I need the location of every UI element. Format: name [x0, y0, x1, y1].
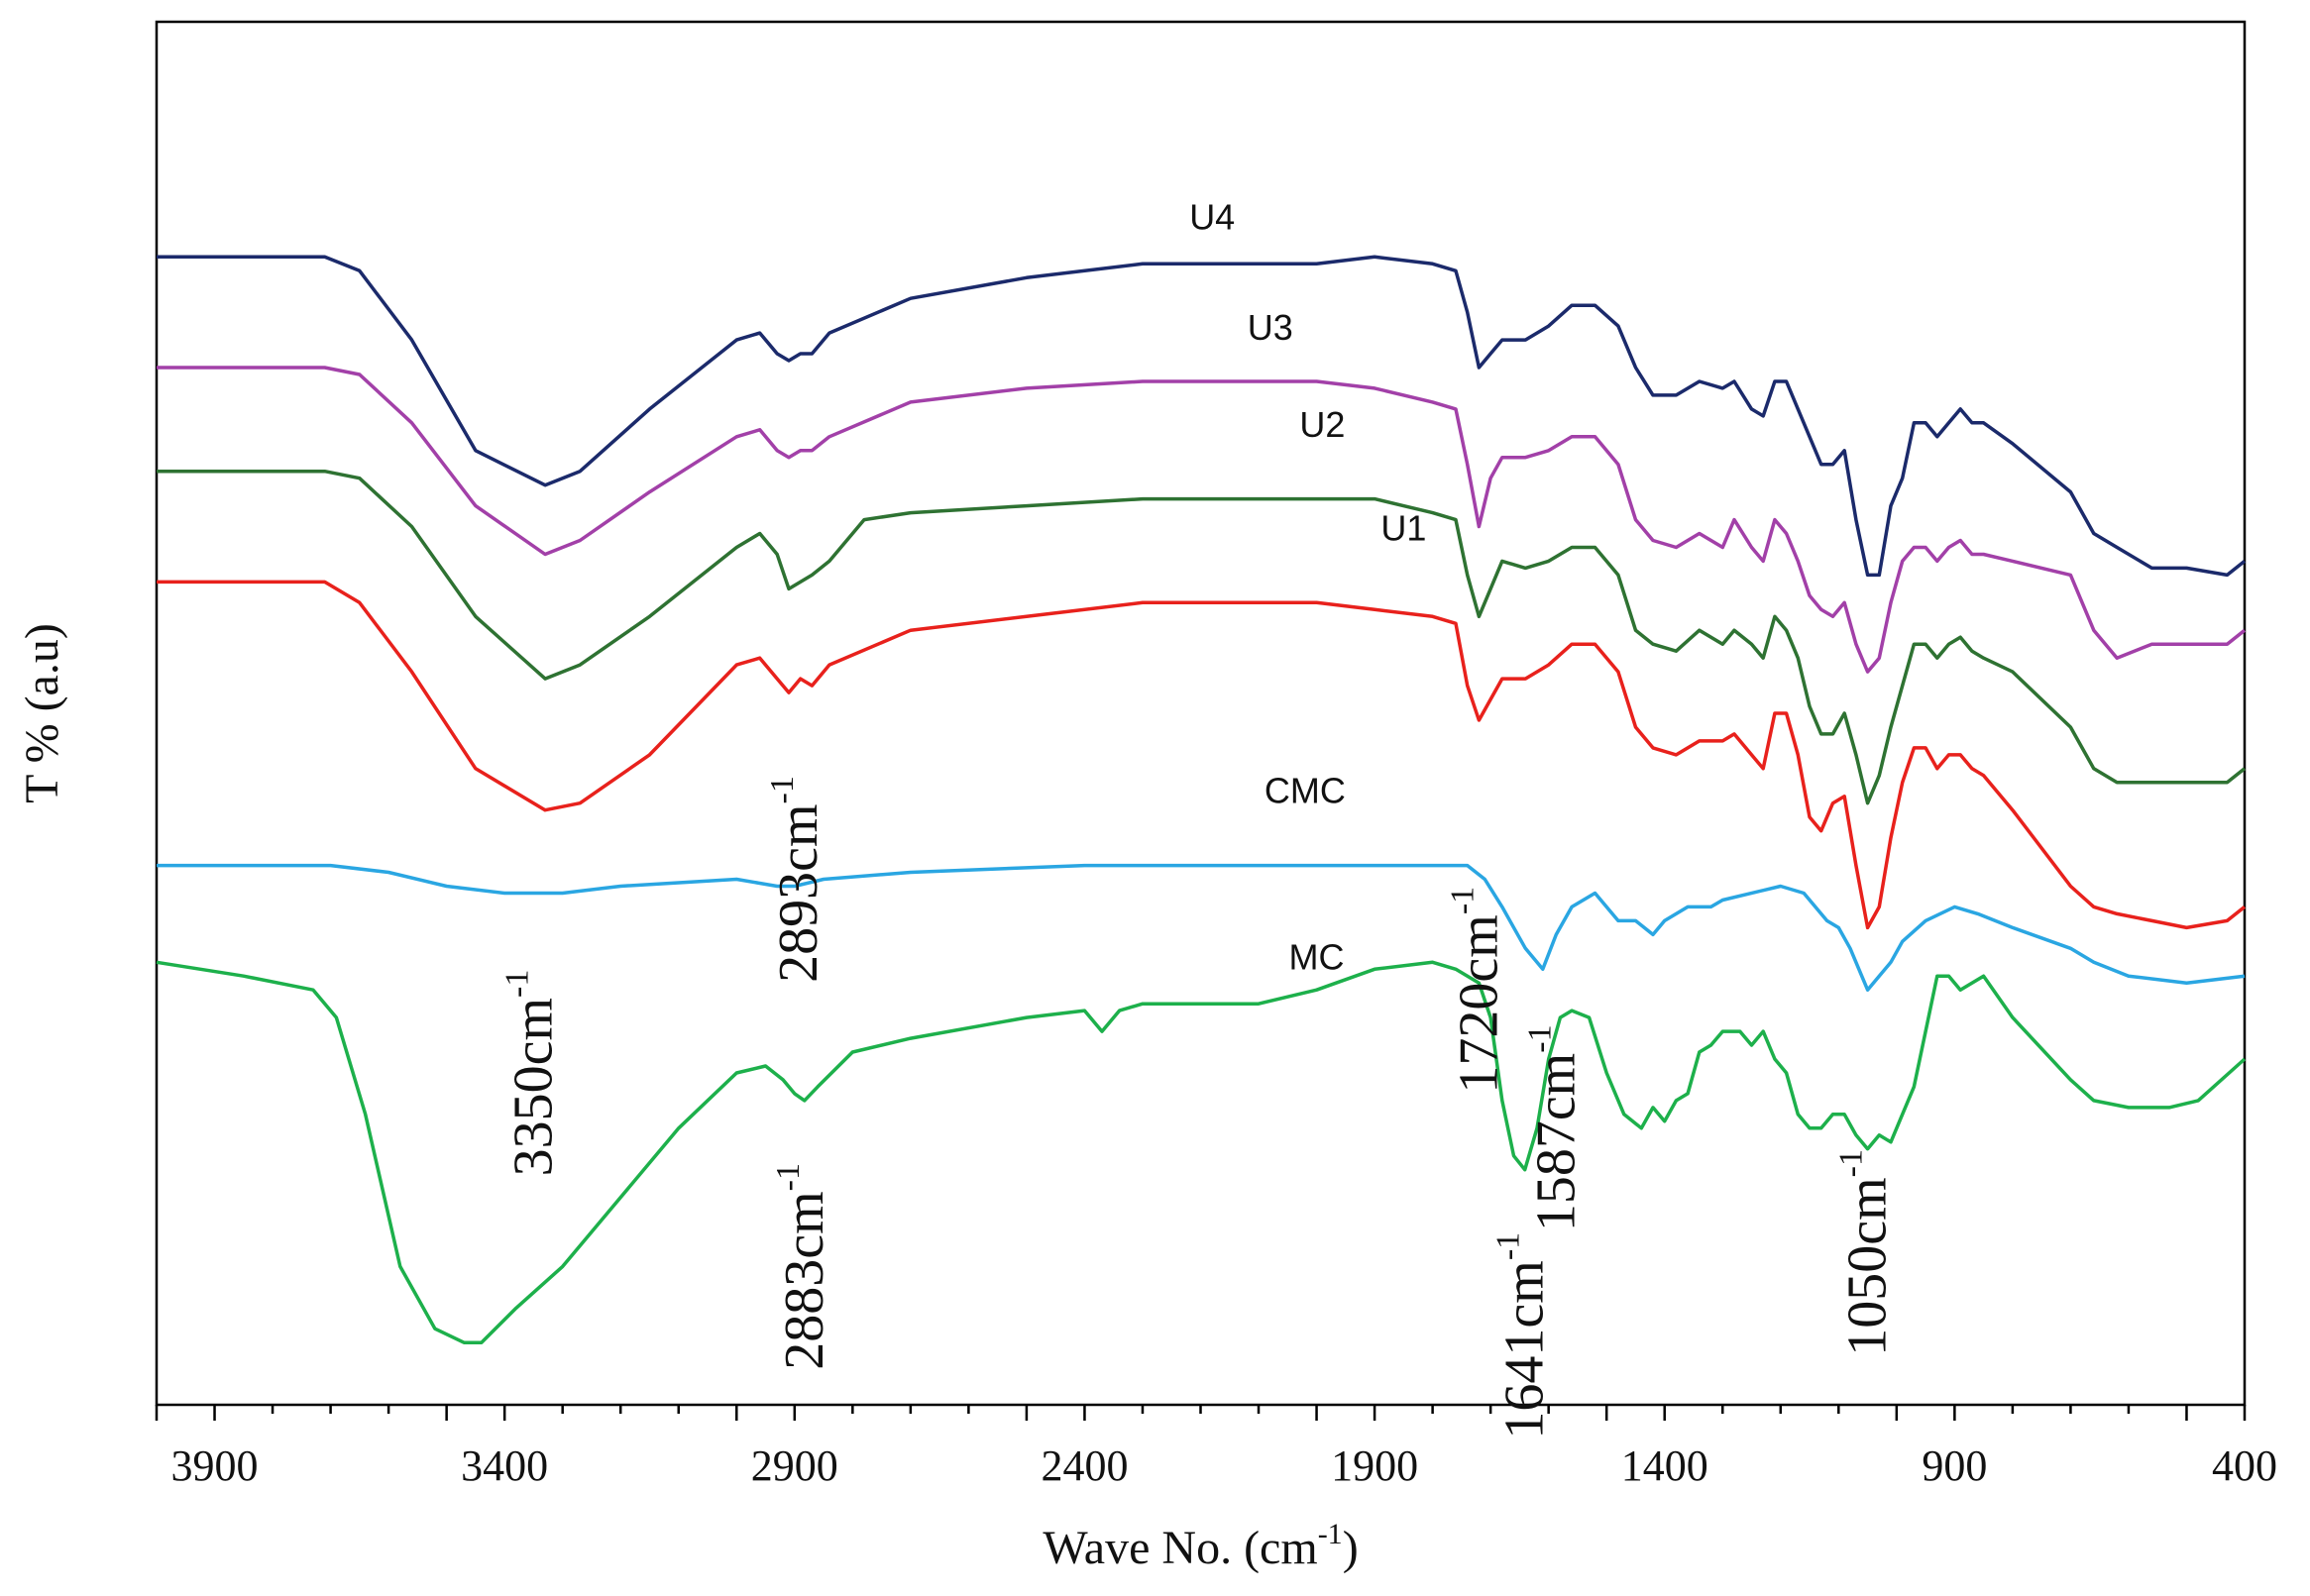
series-layer: [156, 255, 2247, 1344]
x-tick-label-3400: 3400: [461, 1441, 548, 1490]
peak-annotation-superscript: -1: [764, 776, 801, 803]
x-tick-label-900: 900: [1922, 1441, 1987, 1490]
x-axis-title-tail: ): [1343, 1522, 1359, 1574]
series-line-u3: [157, 366, 2247, 674]
peak-annotation-superscript: -1: [498, 970, 535, 998]
peak-annotation-1720: 1720cm-1: [1444, 887, 1509, 1094]
x-tick-label-3900: 3900: [171, 1441, 259, 1490]
peak-annotation-2883: 2883cm-1: [770, 1163, 835, 1370]
series-label-u1: U1: [1380, 508, 1426, 549]
peak-annotation-text: 2893cm: [768, 803, 829, 982]
x-tick-label-1400: 1400: [1621, 1441, 1708, 1490]
peak-annotation-3350: 3350cm-1: [498, 970, 564, 1177]
series-line-mc: [156, 960, 2247, 1344]
peak-annotation-text: 1641cm: [1494, 1260, 1556, 1438]
series-line-cmc: [157, 863, 2246, 992]
series-label-mc: MC: [1289, 936, 1345, 977]
x-axis-title-main: Wave No. (cm: [1043, 1522, 1317, 1574]
x-tick-label-1900: 1900: [1331, 1441, 1418, 1490]
peak-annotation-1641: 1641cm-1: [1490, 1232, 1556, 1439]
x-tick-label-400: 400: [2212, 1441, 2277, 1490]
series-label-cmc: CMC: [1265, 771, 1346, 811]
series-line-u1: [157, 580, 2247, 930]
peak-annotation-text: 3350cm: [502, 998, 564, 1176]
x-axis-title-superscript: -1: [1318, 1518, 1343, 1550]
series-label-u3: U3: [1248, 307, 1293, 348]
peak-annotation-text: 2883cm: [774, 1191, 835, 1369]
series-label-u2: U2: [1299, 404, 1345, 445]
x-axis: 3900 3400 2900 2400 1900 1400 900 400: [155, 1405, 2277, 1490]
series-line-u2: [157, 469, 2247, 805]
series-label-u4: U4: [1189, 196, 1235, 237]
x-tick-label-2900: 2900: [751, 1441, 838, 1490]
series-line-u4: [157, 255, 2247, 578]
peak-annotation-text: 1587cm: [1525, 1053, 1587, 1231]
y-axis-title: T % (a.u): [16, 623, 68, 803]
peak-annotation-2893: 2893cm-1: [764, 776, 829, 983]
peak-annotation-text: 1050cm: [1837, 1177, 1899, 1355]
peak-annotations: 3350cm-12893cm-12883cm-11720cm-11641cm-1…: [498, 776, 1898, 1438]
peak-annotation-superscript: -1: [1490, 1232, 1527, 1260]
peak-annotation-superscript: -1: [1444, 887, 1481, 914]
peak-annotation-text: 1720cm: [1448, 914, 1509, 1093]
peak-annotation-1050: 1050cm-1: [1833, 1149, 1899, 1356]
x-tick-label-2400: 2400: [1041, 1441, 1128, 1490]
peak-annotation-superscript: -1: [770, 1163, 807, 1191]
peak-annotation-superscript: -1: [1833, 1149, 1870, 1177]
series-labels: U4 U3 U2 U1 CMC MC: [1189, 196, 1426, 977]
peak-annotation-superscript: -1: [1521, 1024, 1558, 1052]
x-axis-title: Wave No. (cm-1): [1043, 1518, 1358, 1574]
peak-annotation-1587: 1587cm-1: [1521, 1024, 1587, 1231]
